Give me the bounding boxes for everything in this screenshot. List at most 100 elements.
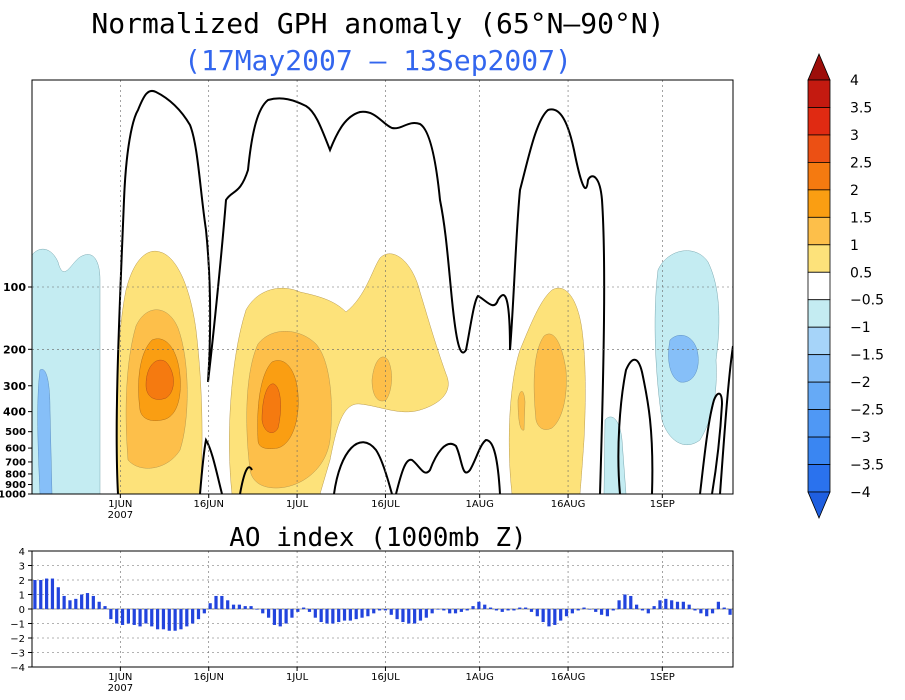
ao-bar: [296, 609, 300, 612]
ao-bar: [535, 609, 539, 617]
contour-line-3: [239, 466, 253, 494]
ao-bar: [372, 609, 376, 614]
ao-bar: [366, 609, 370, 617]
colorbar-box: [807, 271, 831, 301]
ao-bar: [506, 609, 510, 611]
ao-y-tick-label: −1: [10, 620, 25, 631]
ao-bar: [518, 607, 522, 609]
gph-x-tick-sublabel: 2007: [108, 510, 133, 521]
colorbar-label: −0.5: [850, 293, 884, 309]
gph-y-tick-label: 200: [3, 343, 26, 356]
ao-bar: [670, 600, 674, 609]
ao-y-tick-label: 0: [19, 605, 25, 616]
ao-bar: [126, 609, 130, 624]
ao-y-tick-label: −4: [10, 663, 25, 674]
colorbar-label: 2: [850, 183, 859, 199]
ao-bar: [576, 609, 580, 611]
colorbar-box: [807, 326, 831, 356]
ao-bar: [266, 609, 271, 618]
ao-y-tick-label: −3: [10, 649, 25, 660]
ao-bar: [559, 609, 563, 621]
colorbar-box: [807, 409, 831, 438]
colorbar-label: 0.5: [850, 265, 872, 281]
ao-bar: [483, 604, 487, 609]
ao-bar: [138, 609, 142, 627]
ao-bar: [377, 609, 382, 611]
gph-grid: [32, 80, 733, 494]
ao-bar: [716, 601, 721, 609]
gph-y-tick-label: 500: [5, 427, 26, 438]
ao-bars: [33, 578, 732, 631]
ao-title: AO index (1000mb Z): [229, 523, 526, 553]
gph-x-tick-label: 1AUG: [466, 499, 494, 510]
chart-subtitle: (17May2007 – 13Sep2007): [184, 44, 572, 77]
ao-bar: [261, 609, 265, 614]
ao-bar: [605, 609, 610, 617]
ao-bar: [331, 609, 335, 624]
ao-y-tick-label: −2: [10, 634, 25, 645]
ao-bar: [588, 609, 592, 610]
ao-bar: [56, 587, 60, 609]
ao-bar: [640, 609, 645, 611]
colorbar-label: 1: [850, 238, 859, 254]
ao-bar: [722, 607, 726, 609]
ao-bar: [208, 603, 212, 609]
anomaly-fills: [32, 248, 720, 494]
colorbar-top-arrow: [807, 52, 831, 81]
colorbar-label: −1.5: [850, 348, 884, 364]
ao-bar: [284, 609, 288, 624]
ao-bar: [383, 609, 388, 611]
ao-bar: [459, 609, 463, 612]
colorbar-box: [807, 107, 831, 136]
colorbar-box: [807, 299, 831, 328]
ao-bar: [348, 609, 352, 621]
colorbar-box: [807, 216, 831, 246]
ao-bar: [80, 594, 84, 609]
ao-bar: [430, 609, 434, 614]
ao-bar: [173, 609, 177, 631]
ao-bar: [617, 600, 621, 609]
ao-bar: [132, 609, 136, 625]
ao-bar: [354, 609, 358, 620]
ao-bar: [453, 609, 458, 614]
ao-bar: [185, 609, 189, 627]
colorbar-box: [807, 354, 831, 383]
ao-bar: [477, 601, 481, 609]
ao-bar: [249, 606, 253, 609]
ao-bar: [278, 609, 282, 627]
ao-bar: [652, 606, 656, 609]
gph-y-tick-label: 900: [5, 480, 26, 491]
ao-bar: [635, 604, 639, 609]
colorbar-label: −4: [850, 485, 871, 501]
ao-bar: [167, 609, 171, 631]
ao-bar: [594, 609, 598, 612]
pos-region-aug-15: [533, 333, 567, 430]
pos-region-aug-side: [517, 391, 526, 431]
ao-bar: [91, 595, 95, 609]
ao-y-tick-label: 4: [19, 547, 25, 558]
ao-bar: [74, 598, 78, 609]
colorbar-box: [807, 189, 831, 218]
ao-y-axis: 4 3 2 1 0 −1 −2 −3 −4: [10, 547, 32, 674]
ao-bar: [272, 609, 277, 625]
colorbar: 4 3.5 3 2.5 2 1.5 1 0.5 −0.5 −1 −1.5 −2 −2.5 −3 −3.5 −4: [807, 52, 884, 520]
ao-bar: [307, 609, 312, 612]
ao-bar: [500, 609, 504, 612]
colorbar-box: [807, 134, 831, 163]
ao-bar: [494, 609, 499, 611]
pos-region-jun-25: [145, 359, 174, 400]
ao-bar: [97, 601, 101, 609]
ao-bar: [62, 595, 66, 609]
ao-bar: [693, 609, 697, 611]
ao-x-tick-label: 16AUG: [551, 672, 586, 683]
colorbar-box: [807, 79, 831, 108]
ao-bar: [44, 578, 49, 609]
colorbar-box: [807, 436, 831, 465]
colorbar-box: [807, 161, 831, 191]
ao-bar: [179, 609, 183, 630]
gph-x-tick-label: 1JUL: [286, 499, 309, 510]
ao-bar: [681, 601, 685, 609]
